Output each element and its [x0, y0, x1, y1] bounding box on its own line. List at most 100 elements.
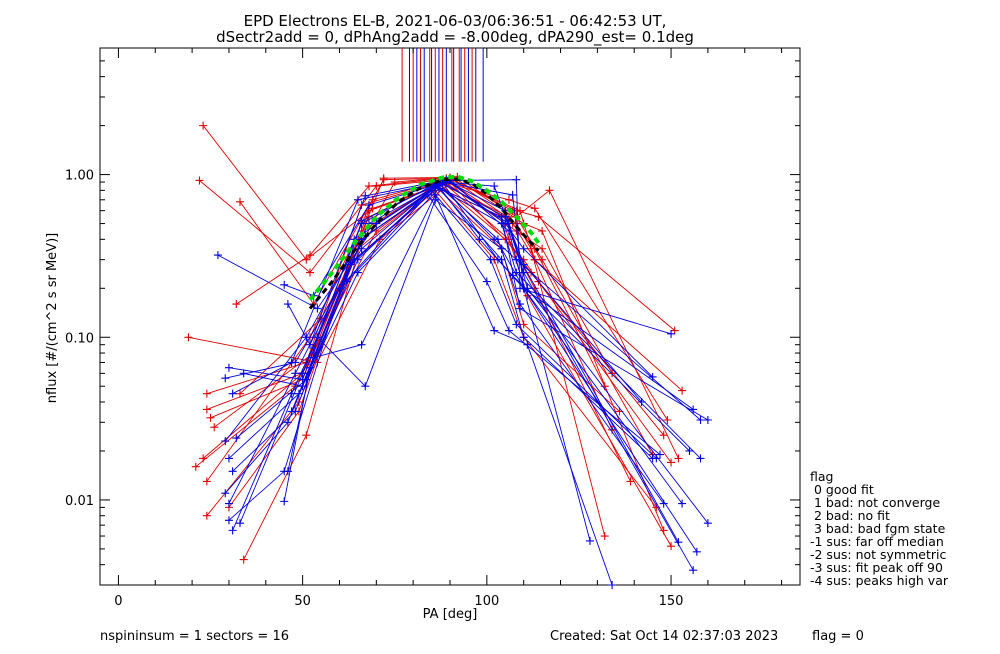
data-point — [239, 369, 248, 378]
data-point — [696, 454, 705, 463]
data-point — [497, 244, 506, 253]
data-point — [313, 333, 322, 342]
data-point — [221, 489, 230, 498]
data-point — [184, 333, 193, 342]
chart-title-line2: dSectr2add = 0, dPhAng2add = -8.00deg, d… — [216, 28, 694, 47]
data-point — [236, 519, 244, 528]
legend-item: -2 sus: not symmetric — [810, 547, 946, 562]
data-point — [287, 358, 296, 367]
data-point — [353, 255, 362, 264]
data-point — [306, 251, 314, 260]
data-point — [202, 389, 211, 398]
legend-item: 2 bad: no fit — [810, 508, 890, 523]
x-tick-label: 50 — [294, 594, 311, 609]
data-point — [302, 431, 311, 440]
data-point — [475, 235, 484, 244]
data-point — [431, 195, 440, 204]
series-26 — [224, 178, 687, 525]
series-16 — [213, 178, 646, 406]
data-point — [364, 182, 373, 191]
data-point — [191, 462, 200, 471]
data-point — [703, 416, 712, 425]
data-point — [678, 386, 687, 395]
series-31 — [283, 195, 594, 545]
data-point — [221, 374, 230, 383]
data-point — [283, 467, 292, 476]
median-fit-black — [308, 177, 540, 310]
data-point — [656, 450, 664, 459]
data-point — [497, 255, 506, 264]
data-point — [280, 280, 289, 289]
data-point — [224, 363, 233, 372]
data-point — [689, 405, 698, 414]
data-point — [504, 219, 513, 228]
data-point — [586, 536, 594, 545]
chart-title-line1: EPD Electrons EL-B, 2021-06-03/06:36:51 … — [244, 12, 667, 30]
series-0 — [199, 121, 617, 434]
data-point — [302, 333, 311, 342]
data-point — [659, 431, 668, 440]
data-point — [379, 174, 388, 183]
data-point — [600, 532, 609, 541]
data-point — [519, 333, 528, 342]
data-point — [298, 382, 307, 391]
data-point — [283, 418, 292, 427]
data-point — [199, 454, 208, 463]
data-point — [353, 195, 362, 204]
data-point — [291, 369, 300, 378]
data-point — [239, 555, 248, 564]
data-point — [648, 372, 657, 381]
data-point — [228, 389, 237, 398]
series-24 — [228, 190, 664, 476]
data-point — [504, 326, 513, 335]
data-point — [516, 300, 524, 309]
data-point — [608, 369, 617, 378]
data-point — [648, 454, 657, 463]
data-point — [224, 454, 233, 463]
data-point — [206, 413, 215, 422]
data-point — [224, 499, 233, 508]
data-point — [283, 300, 292, 309]
data-point — [232, 434, 241, 443]
data-point — [519, 244, 528, 253]
footer-created: Created: Sat Oct 14 02:37:03 2023 — [550, 629, 778, 644]
data-point — [519, 320, 528, 329]
x-tick-label: 150 — [659, 594, 684, 609]
series-7 — [206, 173, 609, 541]
series-line — [236, 177, 672, 463]
series-line — [206, 189, 657, 516]
data-point — [626, 477, 635, 486]
data-point — [490, 182, 499, 191]
data-point — [703, 519, 712, 528]
data-point — [195, 176, 204, 185]
data-point — [659, 526, 668, 535]
data-point — [287, 407, 296, 416]
data-point — [213, 251, 222, 260]
data-point — [236, 389, 244, 398]
series-34 — [239, 182, 705, 463]
data-point — [313, 304, 322, 313]
data-point — [357, 340, 366, 349]
data-point — [512, 320, 521, 329]
sector-markers — [401, 48, 484, 162]
median-fit-green — [308, 174, 541, 302]
series-23 — [224, 186, 661, 463]
data-point — [512, 268, 521, 277]
data-point — [490, 326, 499, 335]
y-tick-label: 0.01 — [65, 494, 94, 509]
data-point — [670, 326, 679, 335]
median-fits — [308, 174, 541, 310]
series-29 — [236, 178, 698, 575]
data-point — [232, 300, 241, 309]
series-5 — [202, 178, 672, 425]
series-27 — [228, 178, 701, 556]
data-point — [696, 416, 705, 425]
data-point — [527, 244, 536, 253]
series-line — [228, 181, 683, 521]
data-point — [667, 458, 676, 467]
series-line — [228, 189, 657, 459]
data-point — [210, 423, 219, 432]
y-tick-label: 1.00 — [65, 169, 94, 184]
data-point — [692, 547, 701, 556]
legend-title: flag — [810, 469, 833, 484]
